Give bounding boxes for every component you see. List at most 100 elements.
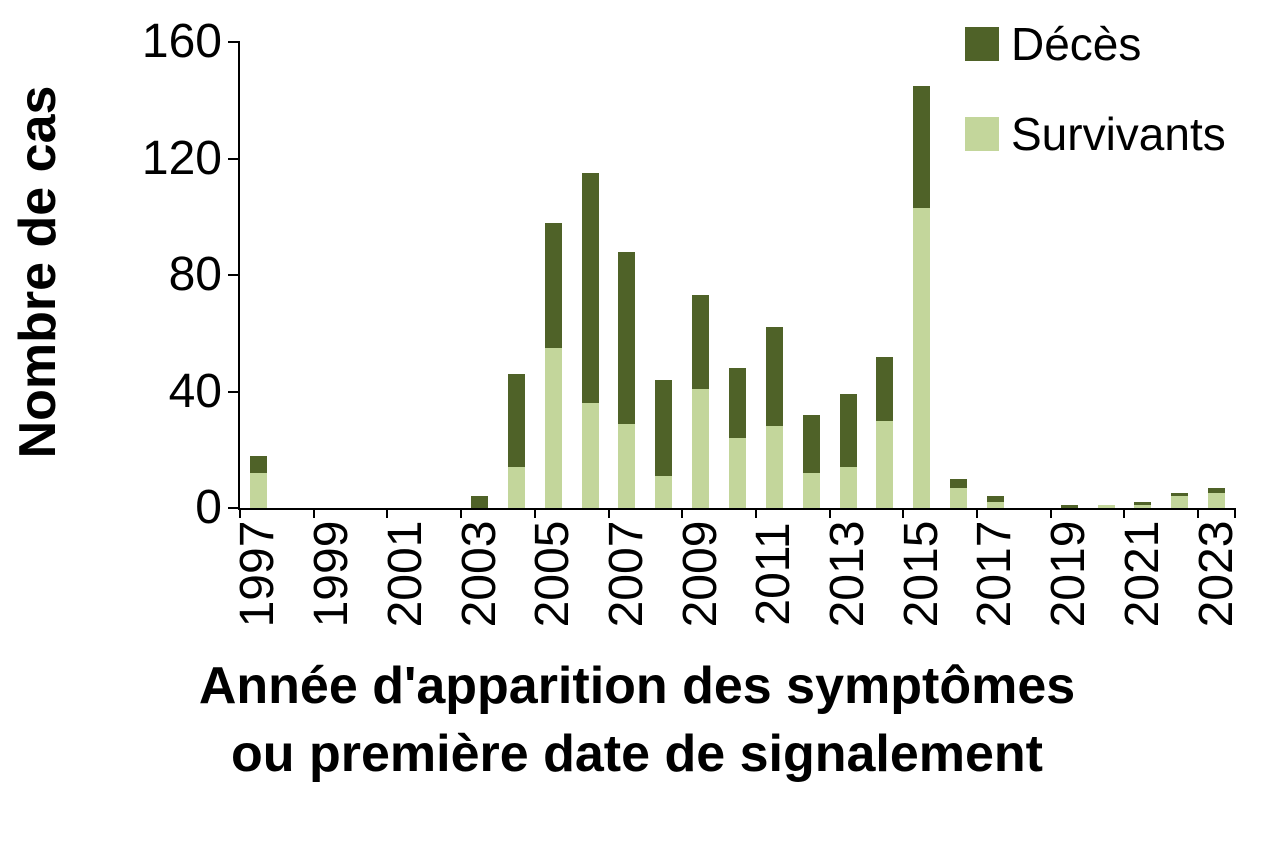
y-tick-label: 0 (195, 481, 222, 534)
x-tick-mark (902, 508, 905, 518)
bar-segment-survivants (618, 423, 636, 508)
bar-segment-deces (249, 455, 267, 474)
bar-2006 (572, 42, 609, 508)
bar-segment-survivants (728, 438, 746, 508)
bar-2003 (461, 42, 498, 508)
x-tick-label: 2009 (673, 520, 727, 628)
bar-2014 (866, 42, 903, 508)
bar-segment-deces (802, 414, 820, 474)
bar-2022 (1161, 42, 1198, 508)
x-tick-label: 1999 (305, 520, 359, 628)
bar-2009 (682, 42, 719, 508)
bar-segment-survivants (950, 487, 968, 508)
x-tick-label: 2005 (526, 520, 580, 628)
y-tick-mark (228, 274, 240, 276)
x-tick-mark (1197, 508, 1200, 518)
x-tick-label: 2021 (1115, 520, 1169, 628)
bar-segment-deces (950, 478, 968, 488)
bar-2023 (1198, 42, 1235, 508)
y-axis-title: Nombre de cas (9, 85, 67, 459)
bar-segment-survivants (1097, 505, 1115, 508)
bar-segment-survivants (839, 467, 857, 508)
bar-segment-survivants (1171, 496, 1189, 508)
y-tick-label: 160 (141, 15, 222, 68)
x-tick-mark (1049, 508, 1052, 518)
x-tick-mark (1123, 508, 1126, 518)
x-tick-mark (607, 508, 610, 518)
x-tick-label: 2019 (1042, 520, 1096, 628)
x-tick-mark (754, 508, 757, 518)
legend-swatch-deces (965, 27, 999, 61)
y-tick-mark (228, 390, 240, 393)
x-tick-mark (1234, 508, 1236, 518)
x-axis-title-line2: ou première date de signalement (230, 725, 1044, 783)
bar-segment-deces (876, 356, 894, 421)
y-tick-mark (228, 507, 240, 509)
x-tick-mark (533, 508, 536, 518)
bar-segment-deces (1208, 487, 1226, 494)
x-tick-label: 1997 (231, 520, 285, 628)
bar-segment-survivants (581, 403, 599, 508)
bar-2008 (645, 42, 682, 508)
x-axis-title: Année d'apparition des symptômes ou prem… (0, 652, 1274, 788)
bar-2016 (940, 42, 977, 508)
bar-segment-survivants (913, 208, 931, 508)
bar-segment-deces (471, 496, 489, 508)
bar-1997 (240, 42, 277, 508)
bar-segment-survivants (655, 475, 673, 508)
legend-label-deces: Décès (1011, 18, 1142, 70)
bar-segment-deces (1171, 493, 1189, 497)
bar-segment-survivants (802, 473, 820, 508)
legend-item-survivants: Survivants (965, 110, 1226, 158)
legend-swatch-survivants (965, 117, 999, 151)
bar-segment-deces (1060, 505, 1078, 508)
bar-segment-deces (692, 295, 710, 389)
bar-2017 (977, 42, 1014, 508)
x-tick-label: 2017 (968, 520, 1022, 628)
bar-2002 (424, 42, 461, 508)
bar-segment-survivants (876, 420, 894, 508)
bar-2005 (535, 42, 572, 508)
x-tick-mark (312, 508, 315, 518)
bar-2012 (793, 42, 830, 508)
x-tick-label: 2007 (599, 520, 653, 628)
bar-segment-survivants (765, 426, 783, 508)
bar-segment-survivants (544, 347, 562, 508)
bar-1999 (314, 42, 351, 508)
bar-segment-survivants (1208, 493, 1226, 508)
x-tick-mark (239, 508, 241, 518)
bar-segment-deces (839, 394, 857, 468)
bar-2015 (903, 42, 940, 508)
plot-area: 0 40 80 120 160 1997 1999 2001 2003 2005 2007 2009 2… (142, 18, 1243, 628)
x-tick-mark (681, 508, 684, 518)
bar-2010 (719, 42, 756, 508)
y-tick-label: 40 (168, 364, 222, 418)
bar-2020 (1088, 42, 1125, 508)
x-axis-title-line1: Année d'apparition des symptômes (198, 657, 1076, 715)
x-tick-mark (828, 508, 831, 518)
x-tick-label: 2011 (747, 522, 801, 626)
legend-item-deces: Décès (965, 20, 1226, 68)
bar-2011 (756, 42, 793, 508)
bar-segment-deces (618, 251, 636, 424)
bar-1998 (277, 42, 314, 508)
bar-segment-deces (655, 379, 673, 476)
bar-segment-survivants (1134, 505, 1152, 508)
bar-2013 (830, 42, 867, 508)
y-tick-label: 120 (141, 131, 222, 185)
bar-segment-survivants (507, 467, 525, 508)
x-tick-label: 2001 (378, 520, 432, 628)
x-tick-label: 2015 (894, 520, 948, 628)
bar-segment-survivants (249, 473, 267, 508)
bar-segment-deces (581, 173, 599, 404)
bar-2007 (609, 42, 646, 508)
bar-segment-survivants (986, 502, 1004, 508)
bar-segment-deces (765, 327, 783, 427)
bar-segment-deces (1134, 502, 1152, 506)
x-tick-mark (976, 508, 979, 518)
y-tick-mark (228, 41, 240, 43)
legend: Décès Survivants (965, 20, 1226, 158)
bar-segment-deces (507, 374, 525, 468)
bar-2000 (351, 42, 388, 508)
